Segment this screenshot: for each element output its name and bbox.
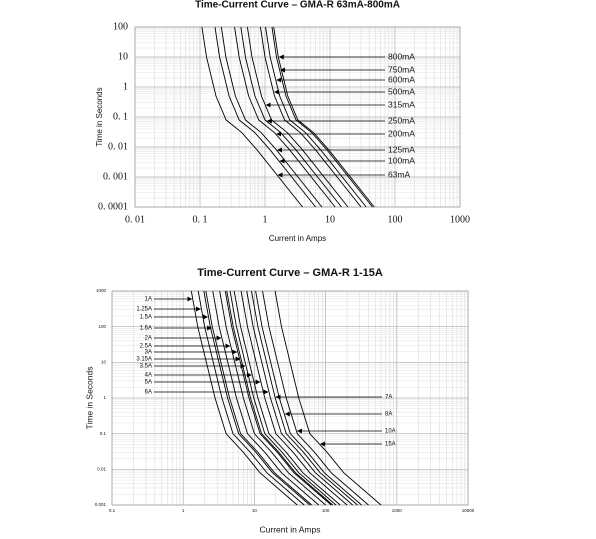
- plot-frame: [111, 290, 469, 506]
- curve-label: 8A: [385, 412, 392, 418]
- plot-frame: [134, 26, 461, 208]
- curve: [233, 290, 341, 506]
- curve: [255, 290, 362, 506]
- curve-label: 63mA: [388, 169, 411, 179]
- chart-title: Time-Current Curve – GMA-R 63mA-800mA: [195, 0, 400, 11]
- curve: [214, 26, 316, 208]
- y-tick-label: 0.1: [100, 431, 107, 436]
- curve-label: 4A: [145, 373, 152, 379]
- curve-label: 6A: [145, 390, 152, 396]
- curve-label: 1A: [145, 297, 152, 303]
- curve-label: 600mA: [388, 74, 415, 84]
- x-tick-label: 100: [388, 214, 403, 225]
- curve-label: 7A: [385, 395, 392, 401]
- curve: [251, 290, 358, 506]
- chart-title: Time-Current Curve – GMA-R 1-15A: [197, 267, 383, 279]
- curve-label: 315mA: [388, 99, 415, 109]
- y-tick-label: 10: [101, 360, 107, 365]
- curve: [246, 290, 353, 506]
- curve: [262, 290, 369, 506]
- y-tick-label: 1: [103, 395, 106, 400]
- y-tick-label: 0. 001: [103, 171, 128, 182]
- x-tick-label: 0. 01: [125, 214, 145, 225]
- curve-label: 100mA: [388, 155, 415, 165]
- x-axis-title: Current in Amps: [269, 234, 326, 243]
- x-tick-label: 1000: [392, 508, 403, 513]
- curve: [274, 290, 382, 506]
- curve-label: 125mA: [388, 144, 415, 154]
- x-tick-label: 10000: [462, 508, 475, 513]
- x-tick-label: 0. 1: [193, 214, 208, 225]
- y-axis-title: Time in Seconds: [84, 367, 94, 430]
- curve: [240, 290, 348, 506]
- curve: [201, 26, 303, 208]
- y-tick-label: 1: [123, 81, 128, 92]
- curve-label: 3.5A: [140, 364, 152, 370]
- x-tick-label: 0.1: [109, 508, 116, 513]
- curve-label: 15A: [385, 442, 396, 448]
- y-tick-label: 0. 01: [108, 141, 128, 152]
- y-tick-label: 10: [118, 51, 128, 62]
- curve-label: 800mA: [388, 51, 415, 61]
- curve-label: 3.15A: [136, 357, 152, 363]
- x-axis-title: Current in Amps: [260, 524, 321, 534]
- curve-label: 2.5A: [140, 344, 152, 350]
- x-tick-label: 10: [325, 214, 335, 225]
- x-tick-label: 1: [182, 508, 185, 513]
- curve-label: 500mA: [388, 86, 415, 96]
- x-tick-label: 100: [322, 508, 330, 513]
- y-axis-title: Time in Seconds: [95, 87, 104, 146]
- y-tick-label: 0. 1: [113, 111, 128, 122]
- curve: [197, 290, 305, 506]
- x-tick-label: 1000: [450, 214, 470, 225]
- curve-label: 10A: [385, 429, 396, 435]
- curve: [229, 290, 337, 506]
- curve: [190, 290, 298, 506]
- y-tick-label: 100: [98, 324, 106, 329]
- curve-label: 5A: [145, 380, 152, 386]
- curve: [205, 290, 313, 506]
- curve-label: 1.6A: [140, 326, 152, 332]
- y-tick-label: 0.001: [95, 502, 107, 507]
- curve: [212, 290, 319, 506]
- curve: [220, 26, 323, 208]
- x-tick-label: 1: [263, 214, 268, 225]
- curve: [224, 290, 332, 506]
- curve-label: 200mA: [388, 128, 415, 138]
- curve-label: 750mA: [388, 64, 415, 74]
- y-tick-label: 100: [113, 21, 128, 32]
- curve-label: 2A: [145, 336, 152, 342]
- y-tick-label: 0. 0001: [98, 201, 128, 212]
- curve-label: 250mA: [388, 115, 415, 125]
- curve: [226, 290, 334, 506]
- curve-label: 1.5A: [140, 315, 152, 321]
- curve: [219, 290, 326, 506]
- curve-label: 3A: [145, 350, 152, 356]
- x-tick-label: 10: [252, 508, 258, 513]
- y-tick-label: 0.01: [97, 467, 106, 472]
- curve-label: 1.25A: [136, 307, 152, 313]
- y-tick-label: 1000: [96, 288, 107, 293]
